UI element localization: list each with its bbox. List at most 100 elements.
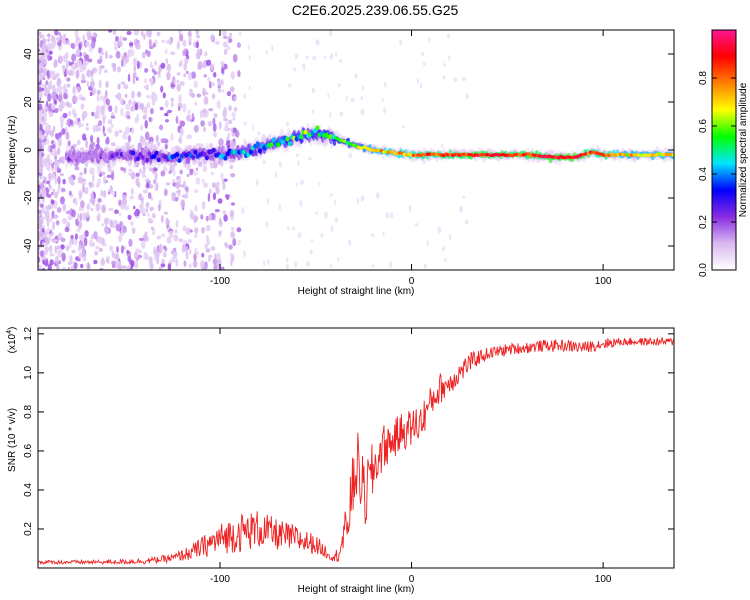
noise-cell	[285, 263, 289, 270]
noise-cell	[78, 42, 82, 51]
ridge-core	[147, 151, 152, 156]
noise-cell	[308, 156, 312, 161]
noise-cell	[89, 239, 93, 248]
noise-cell	[110, 115, 116, 119]
noise-cell	[56, 80, 61, 87]
noise-cell	[60, 244, 65, 250]
noise-cell	[141, 51, 146, 59]
noise-cell	[312, 55, 317, 61]
noise-cell	[109, 219, 114, 228]
noise-cell	[51, 163, 55, 169]
noise-cell	[84, 54, 89, 62]
noise-cell	[146, 95, 151, 99]
noise-cell	[221, 67, 225, 75]
noise-cell	[189, 229, 193, 233]
noise-cell	[77, 86, 80, 94]
noise-cell	[184, 245, 189, 252]
noise-cell	[47, 71, 50, 80]
noise-cell	[134, 248, 140, 253]
noise-cell	[90, 75, 94, 82]
noise-cell	[57, 41, 62, 47]
noise-cell	[126, 250, 130, 254]
noise-cell	[90, 207, 94, 212]
noise-cell	[348, 153, 353, 158]
noise-cell	[96, 89, 101, 95]
noise-cell	[390, 212, 394, 219]
noise-cell	[96, 136, 100, 145]
noise-cell	[50, 103, 56, 111]
noise-cell	[388, 261, 393, 269]
colorbar-ticks: 0.0 0.2 0.4 0.6 0.8	[698, 71, 736, 277]
noise-cell	[218, 121, 222, 130]
noise-cell	[448, 234, 452, 241]
y-tick-label: 20	[23, 96, 34, 108]
noise-cell	[213, 131, 217, 138]
noise-cell	[145, 131, 150, 141]
noise-cell	[219, 160, 223, 165]
noise-cell	[201, 252, 205, 258]
noise-cell	[150, 61, 153, 68]
noise-cell	[339, 111, 344, 117]
noise-cell	[45, 80, 49, 85]
noise-cell	[216, 100, 221, 109]
noise-cell	[75, 233, 78, 240]
noise-cell	[222, 41, 228, 48]
ridge-core	[299, 134, 304, 140]
noise-cell	[134, 41, 139, 47]
noise-cell	[95, 143, 101, 151]
noise-cell	[153, 60, 158, 66]
noise-cell	[188, 248, 192, 255]
noise-cell	[147, 217, 153, 223]
noise-cell	[47, 263, 52, 270]
noise-cell	[90, 134, 94, 143]
noise-cell	[172, 167, 176, 177]
noise-cell	[96, 94, 100, 102]
noise-cell	[115, 223, 121, 232]
noise-cell	[133, 205, 136, 210]
noise-cell	[167, 263, 172, 270]
noise-cell	[216, 258, 222, 268]
noise-cell	[48, 217, 53, 223]
ridge-core	[280, 139, 285, 145]
noise-cell	[135, 177, 140, 187]
noise-cell	[217, 198, 223, 204]
noise-cell	[232, 238, 237, 247]
noise-cell	[208, 188, 212, 195]
noise-cell	[157, 141, 161, 146]
noise-cell	[43, 176, 47, 181]
noise-cell	[127, 214, 132, 221]
noise-cell	[182, 103, 187, 113]
noise-cell	[202, 108, 207, 115]
noise-cell	[74, 39, 80, 47]
noise-cell	[128, 99, 132, 106]
noise-cell	[420, 52, 425, 56]
noise-cell	[154, 39, 158, 45]
noise-cell	[44, 105, 48, 110]
noise-cell	[40, 188, 46, 197]
noise-cell	[150, 107, 154, 115]
noise-cell	[85, 162, 88, 167]
noise-cell	[297, 232, 302, 239]
ridge-core	[241, 149, 246, 155]
noise-cell	[285, 257, 289, 263]
noise-cell	[115, 35, 120, 42]
noise-cell	[40, 250, 44, 257]
noise-cell	[86, 262, 90, 270]
noise-cell	[119, 35, 123, 43]
noise-cell	[90, 80, 95, 89]
noise-cell	[118, 212, 122, 217]
noise-cell	[62, 203, 67, 212]
noise-cell	[67, 261, 72, 266]
noise-cell	[42, 259, 46, 265]
noise-cell	[142, 33, 146, 41]
noise-cell	[43, 110, 47, 119]
noise-cell	[337, 83, 341, 88]
noise-cell	[62, 178, 66, 185]
noise-cell	[222, 210, 227, 215]
noise-cell	[164, 99, 169, 108]
noise-cell	[38, 62, 43, 68]
noise-cell	[230, 231, 236, 239]
noise-cell	[38, 37, 41, 42]
noise-cell	[274, 171, 277, 179]
noise-cell	[100, 258, 106, 267]
